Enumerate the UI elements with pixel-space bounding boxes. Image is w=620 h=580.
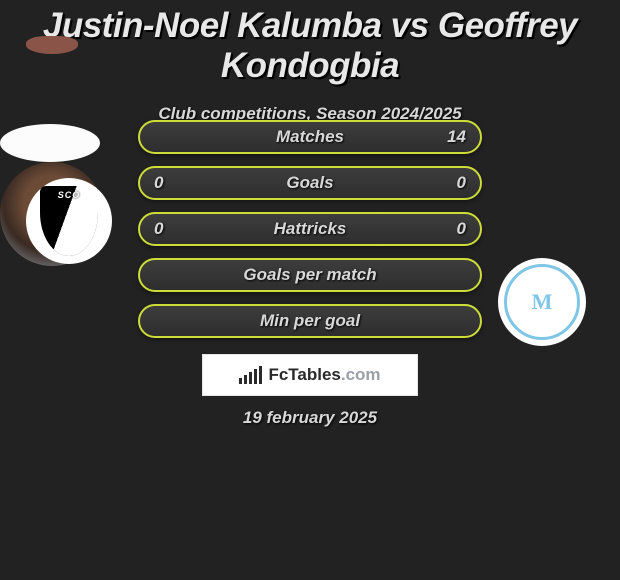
brand-attribution: FcTables.com	[202, 354, 418, 396]
stat-row-min-per-goal: Min per goal	[138, 304, 482, 338]
stat-label: Goals per match	[243, 265, 376, 285]
stat-right-value: 0	[457, 173, 466, 193]
om-badge-icon: M	[504, 264, 580, 340]
stat-label: Goals	[286, 173, 333, 193]
brand-name: FcTables	[268, 365, 340, 384]
brand-suffix: .com	[341, 365, 381, 384]
stat-left-value: 0	[154, 219, 163, 239]
stat-row-goals-per-match: Goals per match	[138, 258, 482, 292]
stat-right-value: 14	[447, 127, 466, 147]
stat-label: Matches	[276, 127, 344, 147]
om-badge-text: M	[532, 289, 553, 315]
bars-icon	[239, 366, 262, 384]
stat-label: Hattricks	[274, 219, 347, 239]
stat-row-goals: 0 Goals 0	[138, 166, 482, 200]
stat-row-hattricks: 0 Hattricks 0	[138, 212, 482, 246]
stat-right-value: 0	[457, 219, 466, 239]
brand-text: FcTables.com	[268, 365, 380, 385]
date-text: 19 february 2025	[0, 408, 620, 428]
club-badge-left: SCO	[26, 178, 112, 264]
stats-table: Matches 14 0 Goals 0 0 Hattricks 0 Goals…	[138, 120, 482, 350]
angers-shield-icon: SCO	[40, 186, 98, 256]
stat-label: Min per goal	[260, 311, 360, 331]
page-title: Justin-Noel Kalumba vs Geoffrey Kondogbi…	[0, 0, 620, 86]
angers-badge-text: SCO	[40, 190, 98, 200]
player-photo-left	[0, 124, 100, 162]
club-badge-right: M	[498, 258, 586, 346]
stat-left-value: 0	[154, 173, 163, 193]
stat-row-matches: Matches 14	[138, 120, 482, 154]
